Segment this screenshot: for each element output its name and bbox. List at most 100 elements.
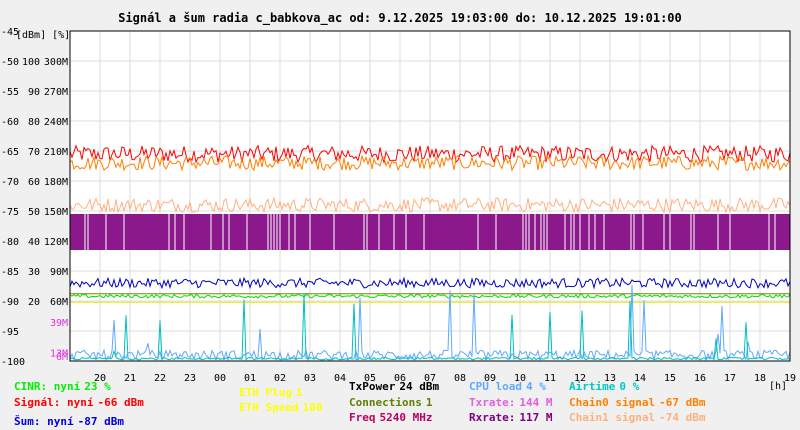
x-tick: 12 (574, 373, 586, 384)
x-tick: 16 (694, 373, 706, 384)
legend-freq-label: Freq (349, 411, 376, 424)
x-tick: 03 (304, 373, 316, 384)
y-tick-pct: 40 (28, 237, 40, 248)
series-band (70, 214, 790, 250)
legend-signal-value: -66 dBm (97, 396, 144, 409)
legend-signal: Signál: nyní -66 dBm (14, 396, 144, 409)
y-tick-rate: 180M (44, 177, 68, 188)
y-tick-dbm: -45 (1, 27, 19, 38)
series-line (69, 293, 791, 361)
legend-eth-speed-value: 100 (302, 401, 323, 414)
x-tick: 11 (544, 373, 556, 384)
x-tick: 07 (424, 373, 436, 384)
legend-connections-value: 1 (425, 396, 433, 409)
y-tick-rate: 90M (50, 267, 68, 278)
legend-eth-speed-label: ETH Speed (239, 401, 299, 414)
y-axis-units-label: [dBm] [%] (16, 30, 71, 41)
series-chain1-signal (69, 196, 791, 214)
legend-chain1-label: Chain1 signal (569, 411, 656, 424)
x-tick: 02 (274, 373, 286, 384)
legend-txrate: Txrate: 144 M (469, 396, 552, 409)
legend-airtime-value: 0 % (619, 380, 640, 393)
series-line (69, 284, 791, 362)
legend-cinr-value: 23 % (84, 380, 111, 393)
x-tick: 19 (784, 373, 796, 384)
y-tick-dbm: -55 (1, 87, 19, 98)
y-tick-rate: 120M (44, 237, 68, 248)
y-tick-pct: 100 (22, 57, 40, 68)
x-tick: 15 (664, 373, 676, 384)
x-tick: 04 (334, 373, 346, 384)
series-line (69, 276, 791, 290)
y-tick-dbm: -75 (1, 207, 19, 218)
legend-airtime: Airtime 0 % (569, 380, 639, 393)
legend-chain1: Chain1 signal -74 dBm (569, 411, 705, 424)
y-tick-dbm: -90 (1, 297, 19, 308)
x-unit-label: [h] (769, 381, 787, 392)
y-tick-pct: 50 (28, 207, 40, 218)
y-tick-pct: 80 (28, 117, 40, 128)
x-tick: 23 (184, 373, 196, 384)
y-tick-rate: 300M (44, 57, 68, 68)
y-tick-dbm: -65 (1, 147, 19, 158)
y-tick-dbm: -50 (1, 57, 19, 68)
legend-txpower: TxPower 24 dBm (349, 380, 439, 393)
legend-freq: Freq 5240 MHz (349, 411, 432, 424)
legend-txrate-label: Txrate: (469, 396, 516, 409)
y-tick-dbm: -100 (1, 357, 25, 368)
x-tick: 22 (154, 373, 166, 384)
legend-cpu-label: CPU load (469, 380, 522, 393)
legend-eth-plug: ETH Plug 1 (239, 386, 303, 399)
series-line (69, 293, 791, 299)
y-tick-dbm: -70 (1, 177, 19, 188)
legend-cpu: CPU load 4 % (469, 380, 546, 393)
x-tick: 18 (754, 373, 766, 384)
series--um (69, 276, 791, 290)
x-tick: 10 (514, 373, 526, 384)
x-tick: 09 (484, 373, 496, 384)
y-tick-rate-extra: 13M (50, 349, 68, 360)
legend-eth-plug-label: ETH Plug (239, 386, 292, 399)
legend-chain0-label: Chain0 signal (569, 396, 656, 409)
y-tick-rate: 270M (44, 87, 68, 98)
legend-rxrate-value: 117 M (519, 411, 553, 424)
y-tick-rate: 60M (50, 297, 68, 308)
y-tick-dbm: -85 (1, 267, 19, 278)
legend-freq-value: 5240 MHz (379, 411, 433, 424)
legend-eth-plug-value: 1 (295, 386, 303, 399)
legend-sum-label: Šum: nyní (14, 415, 74, 428)
series-cpu-load (69, 284, 791, 362)
y-tick-dbm: -60 (1, 117, 19, 128)
y-tick-rate: 240M (44, 117, 68, 128)
x-tick: 13 (604, 373, 616, 384)
series-airtime (69, 293, 791, 361)
legend-connections-label: Connections (349, 396, 422, 409)
legend-airtime-label: Airtime (569, 380, 616, 393)
legend-txpower-value: 24 dBm (399, 380, 440, 393)
legend-rxrate: Rxrate: 117 M (469, 411, 552, 424)
legend-txrate-value: 144 M (519, 396, 553, 409)
legend-chain1-value: -74 dBm (659, 411, 706, 424)
y-tick-rate-extra: 6M (56, 352, 68, 363)
legend-chain0-value: -67 dBm (659, 396, 706, 409)
y-tick-pct: 90 (28, 87, 40, 98)
x-tick: 14 (634, 373, 646, 384)
legend-cinr-label: CINR: nyní (14, 380, 81, 393)
y-tick-dbm: -95 (1, 327, 19, 338)
y-tick-rate: 210M (44, 147, 68, 158)
series-chain0-signal (69, 154, 791, 172)
x-tick: 01 (244, 373, 256, 384)
series-line (69, 154, 791, 172)
y-tick-dbm: -80 (1, 237, 19, 248)
y-tick-pct: 70 (28, 147, 40, 158)
x-tick: 20 (94, 373, 106, 384)
y-tick-rate-extra: 39M (50, 318, 68, 329)
y-tick-rate: 150M (44, 207, 68, 218)
legend-rxrate-label: Rxrate: (469, 411, 516, 424)
x-tick: 21 (124, 373, 136, 384)
legend-signal-label: Signál: nyní (14, 396, 94, 409)
chart-title: Signál a šum radia c_babkova_ac od: 9.12… (118, 11, 682, 25)
series-cinr (69, 293, 791, 299)
legend-sum-value: -87 dBm (77, 415, 124, 428)
